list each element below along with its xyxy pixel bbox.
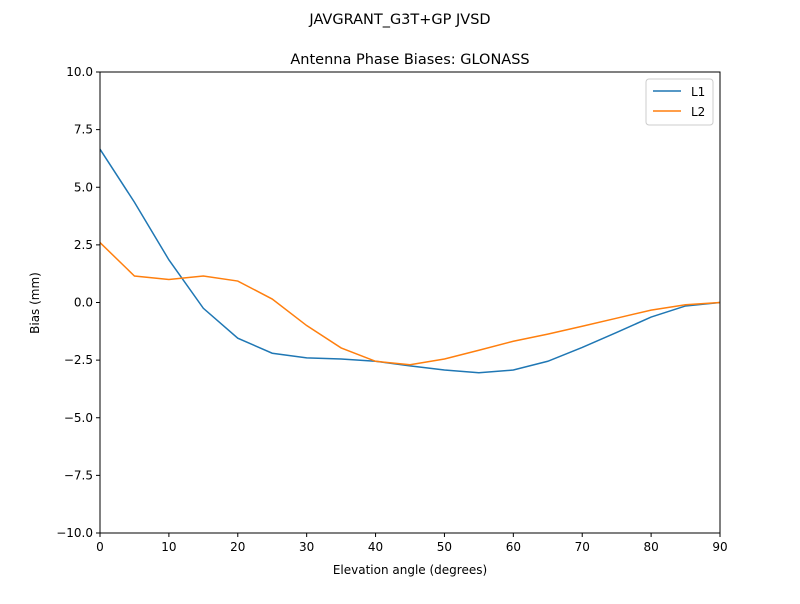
x-tick-label: 30 [299,540,314,554]
series-line-l1 [99,148,721,374]
y-tick-label: −5.0 [64,411,93,425]
suptitle: JAVGRANT_G3T+GP JVSD [308,12,490,28]
y-tick-label: 0.0 [74,296,93,310]
legend-label-l2: L2 [691,105,705,119]
x-tick-label: 70 [575,540,590,554]
y-tick-label: −2.5 [64,353,93,367]
x-tick-label: 10 [161,540,176,554]
y-tick-label: 2.5 [74,238,93,252]
y-axis-label: Bias (mm) [28,272,42,334]
y-tick-label: −10.0 [56,526,93,540]
x-axis-label: Elevation angle (degrees) [333,563,487,577]
y-tick-label: −7.5 [64,468,93,482]
x-tick-label: 50 [437,540,452,554]
x-tick-label: 60 [506,540,521,554]
x-tick-label: 40 [368,540,383,554]
plot-frame [99,71,721,534]
legend-label-l1: L1 [691,85,705,99]
x-tick-label: 20 [230,540,245,554]
y-tick-label: 7.5 [74,123,93,137]
series-line-l2 [99,242,721,366]
legend: L1 L2 [645,78,714,126]
x-tick-label: 90 [712,540,727,554]
y-tick-label: 10.0 [66,65,93,79]
x-tick-label: 80 [643,540,658,554]
y-tick-label: 5.0 [74,180,93,194]
chart-title: Antenna Phase Biases: GLONASS [290,52,529,68]
x-tick-label: 0 [96,540,104,554]
